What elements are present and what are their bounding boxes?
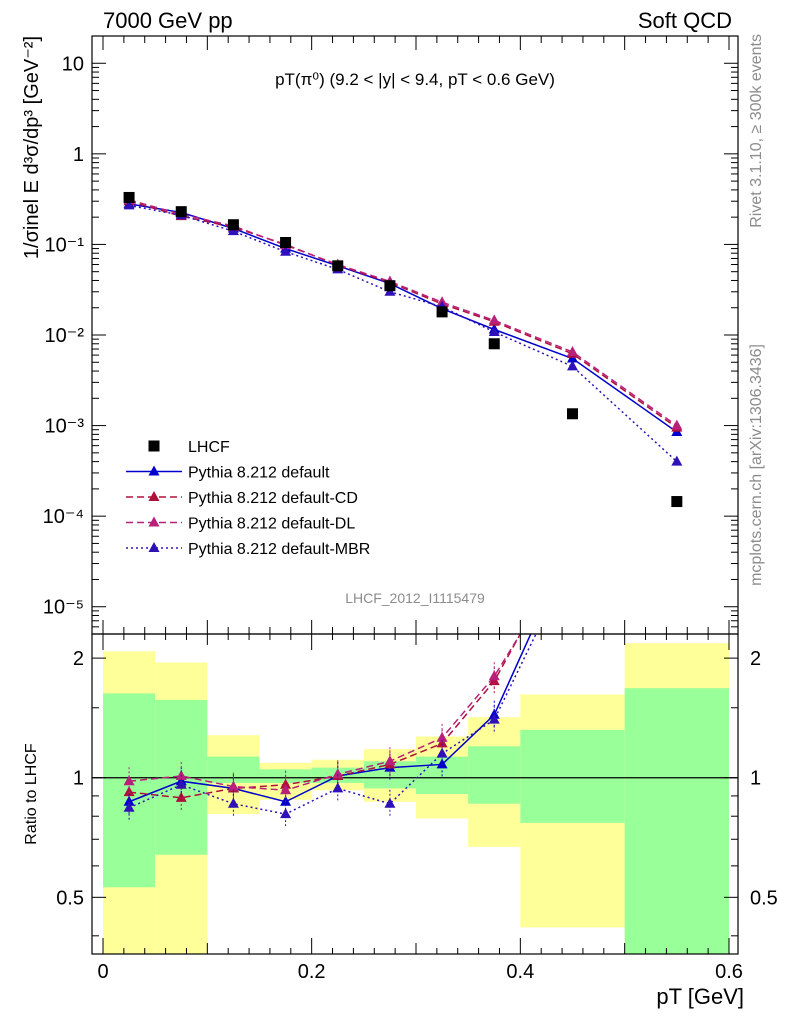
legend-marker: [148, 491, 160, 501]
legend-label: LHCF: [188, 439, 230, 456]
ratio-panel: 0.5 0.5 1 1 2 2 0 0.2 0.4 0.6 Ratio to LHCF pT […: [23, 633, 778, 1009]
series-line: [128, 199, 678, 427]
legend-label: Pythia 8.212 default-DL: [188, 516, 355, 533]
ratio-y-tick-label-right: 1: [750, 768, 761, 790]
data-point: [671, 496, 683, 508]
main-panel: 10⁻⁵ 10⁻⁴ 10⁻³ 10⁻² 10⁻¹ 1 10 pT(π⁰) (9.2 < |y…: [21, 35, 739, 635]
data-point: [123, 191, 135, 203]
x-tick-label: 0.2: [298, 961, 326, 983]
ratio-uncertainty-bands: [103, 643, 729, 954]
legend-label: Pythia 8.212 default-MBR: [188, 541, 370, 558]
stat-uncertainty-band: [624, 688, 729, 954]
data-point: [175, 206, 187, 218]
side-top-label: Rivet 3.1.10, ≥ 300k events: [748, 34, 765, 228]
ratio-point: [123, 801, 135, 812]
legend-label: Pythia 8.212 default: [188, 465, 330, 482]
main-y-tick-label: 10: [62, 53, 84, 75]
series-point: [280, 245, 292, 256]
data-point: [436, 306, 448, 318]
legend-marker: [148, 542, 160, 552]
data-point: [227, 219, 239, 231]
header-left-label: 7000 GeV pp: [103, 8, 233, 33]
header-right-label: Soft QCD: [638, 8, 732, 33]
stat-uncertainty-band: [520, 729, 625, 823]
main-series: [123, 191, 683, 508]
data-point: [488, 338, 500, 350]
ratio-point: [123, 786, 135, 797]
data-point: [567, 408, 578, 420]
x-tick-label: 0.6: [715, 961, 743, 983]
series-line: [128, 200, 678, 429]
ratio-y-tick-label: 0.5: [56, 887, 84, 909]
ratio-y-tick-label: 2: [73, 648, 84, 670]
legend-marker: [148, 516, 160, 527]
series-point: [671, 455, 683, 466]
series-point: [567, 345, 578, 356]
main-chart-title: pT(π⁰) (9.2 < |y| < 9.4, pT < 0.6 GeV): [275, 70, 555, 89]
main-y-tick-label: 10⁻⁵: [43, 597, 84, 619]
data-point: [280, 237, 292, 249]
ratio-point: [436, 731, 448, 742]
ratio-point: [175, 778, 187, 789]
series-point: [123, 199, 135, 210]
main-y-tick-label: 10⁻¹: [45, 234, 85, 256]
ratio-point: [488, 713, 500, 724]
ratio-y-tick-label: 1: [73, 768, 84, 790]
ratio-point: [280, 778, 292, 789]
main-y-tick-label: 10⁻³: [45, 416, 85, 438]
series-point: [488, 325, 500, 336]
side-bottom-label: mcplots.cern.ch [arXiv:1306.3436]: [748, 344, 765, 586]
legend-label: Pythia 8.212 default-CD: [188, 490, 358, 507]
ratio-plot-frame: [91, 633, 739, 955]
ratio-point: [227, 797, 239, 808]
ratio-series-line: [128, 634, 537, 815]
main-y-axis: 10⁻⁵ 10⁻⁴ 10⁻³ 10⁻² 10⁻¹ 1 10: [43, 35, 738, 634]
ratio-point: [123, 795, 135, 806]
stat-uncertainty-band: [468, 746, 521, 804]
series-line: [128, 203, 678, 433]
series-point: [567, 360, 578, 371]
x-axis-label: pT [GeV]: [656, 984, 744, 1009]
ratio-point: [123, 775, 135, 786]
series-point: [488, 314, 500, 325]
x-tick-label: 0: [97, 961, 108, 983]
legend: LHCF Pythia 8.212 default Pythia 8.212 def…: [126, 439, 370, 558]
ratio-y-tick-label-right: 0.5: [750, 887, 778, 909]
ratio-point: [175, 791, 187, 802]
ratio-y-axis: 0.5 0.5 1 1 2 2: [56, 648, 778, 937]
main-y-tick-label: 10⁻⁴: [43, 506, 84, 528]
ratio-point: [332, 768, 344, 779]
ratio-y-tick-label-right: 2: [750, 648, 761, 670]
data-point: [384, 280, 396, 292]
ratio-point: [227, 780, 239, 791]
main-y-axis-label: 1/σinel E d³σ/dp³ [GeV⁻²]: [21, 36, 43, 259]
ratio-point: [280, 784, 292, 795]
ratio-point: [436, 747, 448, 758]
ratio-point: [280, 808, 292, 819]
series-point: [671, 419, 683, 430]
ratio-point: [384, 797, 396, 808]
ratio-point: [488, 670, 500, 681]
ratio-point: [436, 758, 448, 769]
ratio-point: [436, 737, 448, 748]
series-line: [128, 204, 678, 463]
analysis-watermark: LHCF_2012_I1115479: [345, 590, 485, 606]
ratio-series: [123, 634, 537, 829]
ratio-x-axis: 0 0.2 0.4 0.6: [97, 634, 743, 983]
legend-marker: [148, 465, 160, 476]
ratio-point: [384, 755, 396, 766]
ratio-y-axis-label: Ratio to LHCF: [23, 743, 40, 845]
main-y-tick-label: 10⁻²: [45, 325, 85, 347]
x-tick-label: 0.4: [506, 961, 534, 983]
ratio-point: [332, 782, 344, 793]
data-point: [332, 260, 344, 272]
legend-marker: [148, 440, 160, 452]
main-y-tick-label: 1: [73, 144, 84, 166]
